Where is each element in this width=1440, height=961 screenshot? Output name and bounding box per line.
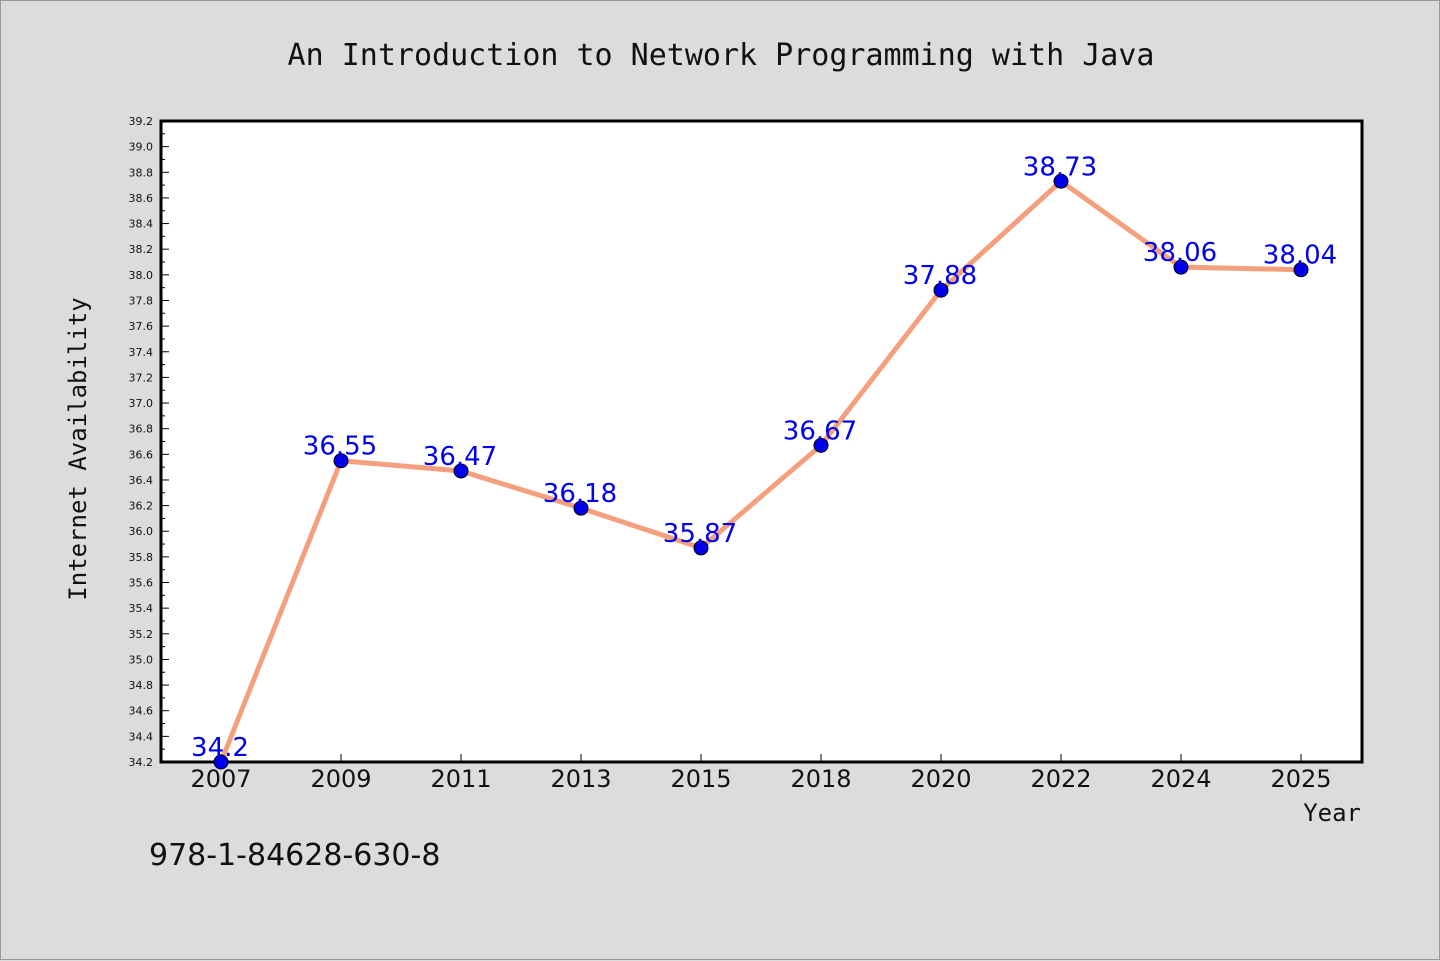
data-label: 37.88 xyxy=(903,261,977,291)
data-point xyxy=(333,453,349,469)
data-point xyxy=(933,282,949,298)
x-tick-label: 2024 xyxy=(1150,765,1211,793)
y-tick-label: 38.2 xyxy=(129,243,154,256)
y-tick-label: 37.2 xyxy=(129,371,154,384)
y-axis-label: Internet Availability xyxy=(64,297,92,600)
y-tick-label: 36.4 xyxy=(129,474,154,487)
data-label: 34.2 xyxy=(191,733,249,763)
y-tick-label: 35.0 xyxy=(129,653,154,666)
x-tick-label: 2020 xyxy=(910,765,971,793)
y-tick-label: 34.8 xyxy=(129,679,154,692)
y-tick-label: 37.0 xyxy=(129,397,154,410)
data-point xyxy=(573,500,589,516)
data-label: 36.67 xyxy=(783,416,857,446)
x-tick-label: 2011 xyxy=(430,765,491,793)
data-point xyxy=(453,463,469,479)
x-axis: 2007 2009 2011 2013 2015 2018 2020 2022 2024 2025 xyxy=(190,754,1332,793)
y-tick-label: 37.8 xyxy=(129,294,154,307)
x-tick-label: 2013 xyxy=(550,765,611,793)
data-point xyxy=(1053,173,1069,189)
chart-title: An Introduction to Network Programming w… xyxy=(288,38,1155,73)
x-tick-label: 2022 xyxy=(1030,765,1091,793)
data-label: 36.18 xyxy=(543,479,617,509)
y-tick-label: 35.8 xyxy=(129,551,154,564)
y-tick-label: 35.4 xyxy=(129,602,154,615)
y-tick-label: 34.4 xyxy=(129,730,154,743)
data-point xyxy=(1293,262,1309,278)
y-axis: 34.2 34.4 34.6 34.8 35.0 35.2 35.4 35.6 35.8 36.0… xyxy=(129,115,169,769)
y-tick-label: 38.4 xyxy=(129,218,154,231)
y-tick-label: 37.4 xyxy=(129,346,154,359)
x-tick-label: 2007 xyxy=(190,765,251,793)
x-axis-label: Year xyxy=(1303,799,1361,827)
y-tick-label: 35.2 xyxy=(129,628,154,641)
data-point xyxy=(813,437,829,453)
x-tick-label: 2009 xyxy=(310,765,371,793)
data-label: 38.73 xyxy=(1023,152,1097,182)
x-tick-label: 2025 xyxy=(1270,765,1331,793)
data-label: 35.87 xyxy=(663,519,737,549)
data-label: 38.04 xyxy=(1263,241,1337,271)
y-tick-label: 35.6 xyxy=(129,577,154,590)
data-label: 36.47 xyxy=(423,442,497,472)
data-label: 36.55 xyxy=(303,432,377,462)
data-point xyxy=(1173,259,1189,275)
data-label: 38.06 xyxy=(1143,238,1217,268)
x-tick-label: 2018 xyxy=(790,765,851,793)
y-tick-label: 36.2 xyxy=(129,500,154,513)
y-tick-label: 39.2 xyxy=(129,115,154,128)
y-tick-label: 34.6 xyxy=(129,705,154,718)
y-tick-label: 36.6 xyxy=(129,448,154,461)
y-tick-label: 37.6 xyxy=(129,320,154,333)
x-tick-label: 2015 xyxy=(670,765,731,793)
data-point xyxy=(693,540,709,556)
series-line xyxy=(218,178,1302,763)
isbn-text: 978-1-84628-630-8 xyxy=(149,838,440,873)
y-tick-label: 36.0 xyxy=(129,525,154,538)
plot-area xyxy=(159,119,1364,764)
data-point xyxy=(213,754,229,770)
y-tick-label: 38.6 xyxy=(129,192,154,205)
series-line-group: 34.2 36.55 36.47 36.18 35.87 36.67 37.88 38.73 3… xyxy=(191,152,1337,770)
y-tick-label: 38.8 xyxy=(129,166,154,179)
y-tick-label: 38.0 xyxy=(129,269,154,282)
y-tick-label: 34.2 xyxy=(129,756,154,769)
y-tick-label: 39.0 xyxy=(129,141,154,154)
y-tick-label: 36.8 xyxy=(129,423,154,436)
